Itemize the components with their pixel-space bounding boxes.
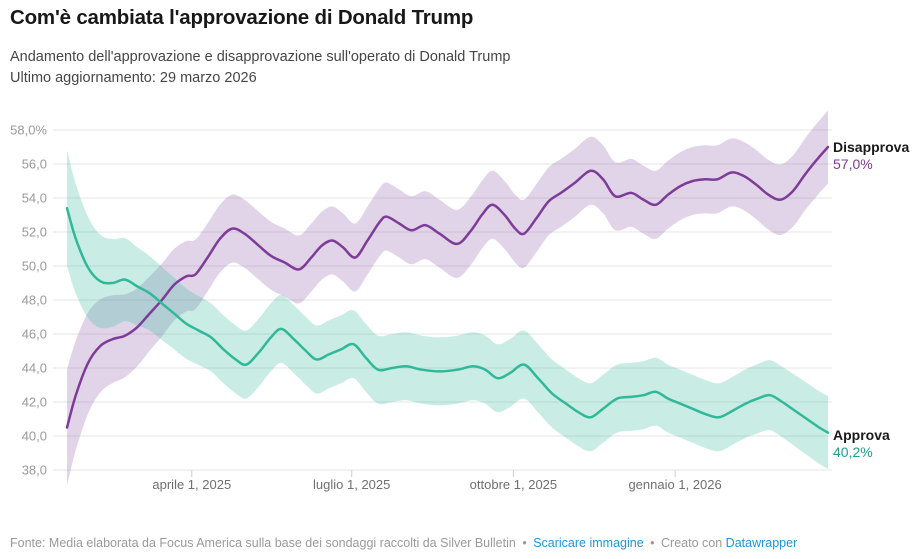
footer-separator: • bbox=[650, 536, 655, 550]
y-axis-tick-label: 42,0 bbox=[22, 395, 47, 410]
x-axis-tick-label: gennaio 1, 2026 bbox=[628, 477, 721, 492]
subtitle-line-2: Ultimo aggiornamento: 29 marzo 2026 bbox=[10, 70, 257, 86]
subtitle-line-1: Andamento dell'approvazione e disapprova… bbox=[10, 49, 511, 65]
series-label-approva-name: Approva bbox=[833, 427, 890, 443]
y-axis-tick-label: 38,0 bbox=[22, 463, 47, 478]
trend-line-disapprova bbox=[65, 145, 830, 429]
footer-separator: • bbox=[522, 536, 527, 550]
datawrapper-link[interactable]: Datawrapper bbox=[725, 536, 798, 550]
y-axis-tick-label: 44,0 bbox=[22, 361, 47, 376]
y-axis-tick-label: 58,0% bbox=[10, 123, 47, 138]
series-label-disapprova: Disapprova 57,0% bbox=[833, 139, 909, 173]
created-with-text: Creato con bbox=[661, 536, 723, 550]
y-axis-tick-label: 52,0 bbox=[22, 225, 47, 240]
chart-footer: Fonte: Media elaborata da Focus America … bbox=[10, 536, 797, 550]
y-axis-tick-label: 54,0 bbox=[22, 191, 47, 206]
x-axis-tick-label: ottobre 1, 2025 bbox=[470, 477, 557, 492]
page-title: Com'è cambiata l'approvazione di Donald … bbox=[10, 6, 474, 29]
download-image-link[interactable]: Scaricare immagine bbox=[533, 536, 644, 550]
confidence-band-approva bbox=[67, 150, 828, 470]
confidence-band-disapprova bbox=[67, 110, 828, 486]
series-label-disapprova-value: 57,0% bbox=[833, 156, 873, 172]
y-axis-tick-label: 56,0 bbox=[22, 157, 47, 172]
series-label-approva-value: 40,2% bbox=[833, 444, 873, 460]
y-axis-tick-label: 40,0 bbox=[22, 429, 47, 444]
y-axis-tick-label: 48,0 bbox=[22, 293, 47, 308]
x-axis-tick-label: luglio 1, 2025 bbox=[313, 477, 390, 492]
y-axis-tick-label: 46,0 bbox=[22, 327, 47, 342]
trend-line-approva bbox=[65, 206, 830, 434]
y-axis-tick-label: 50,0 bbox=[22, 259, 47, 274]
series-label-disapprova-name: Disapprova bbox=[833, 139, 910, 155]
series-label-approva: Approva 40,2% bbox=[833, 427, 890, 461]
chart-subtitle: Andamento dell'approvazione e disapprova… bbox=[10, 47, 510, 89]
source-attribution: Fonte: Media elaborata da Focus America … bbox=[10, 536, 516, 550]
x-axis-tick-label: aprile 1, 2025 bbox=[152, 477, 231, 492]
